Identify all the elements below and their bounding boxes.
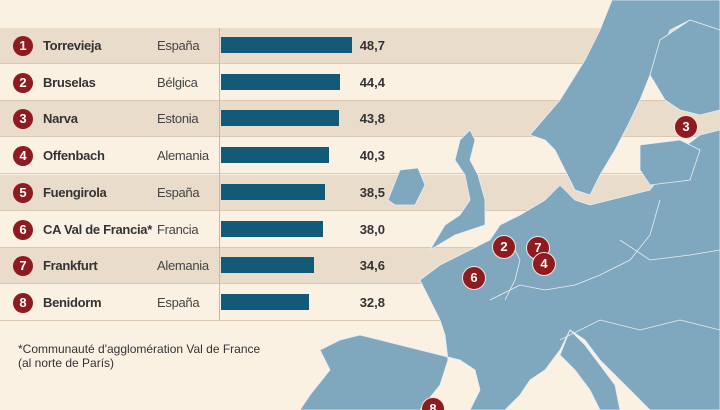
value-label: 38,5 [359, 184, 385, 200]
country-label: Francia [157, 221, 199, 237]
bar [221, 110, 339, 127]
city-label: Benidorm [43, 294, 102, 310]
footnote-line-2: (al norte de París) [18, 356, 115, 370]
country-label: Estonia [157, 111, 199, 127]
table-row: 6 CA Val de Francia* Francia 38,0 [0, 212, 720, 248]
value-label: 32,8 [359, 294, 385, 310]
map-baltics [639, 139, 701, 186]
city-label: Offenbach [43, 148, 105, 164]
rank-badge: 8 [13, 292, 33, 313]
table-row: 8 Benidorm España 32,8 [0, 285, 720, 321]
country-label: España [157, 38, 200, 53]
map-marker-3: 3 [674, 115, 698, 139]
city-label: Torrevieja [43, 38, 102, 53]
country-label: Alemania [157, 258, 209, 274]
country-label: España [157, 294, 200, 310]
map-ireland [387, 167, 426, 206]
rank-badge: 5 [13, 182, 33, 203]
table-row: 4 Offenbach Alemania 40,3 [0, 138, 720, 175]
bar-axis-line [219, 28, 220, 320]
country-label: Alemania [157, 148, 209, 164]
footnote-line-1: *Communauté d'agglomération Val de Franc… [18, 342, 261, 356]
value-label: 44,4 [359, 74, 385, 90]
bar [221, 293, 310, 310]
city-label: Fuengirola [43, 184, 107, 200]
map-marker-6: 6 [462, 266, 486, 290]
city-label: Frankfurt [43, 258, 98, 274]
map-finland [649, 19, 720, 116]
bar [221, 147, 330, 164]
rank-badge: 4 [13, 146, 33, 167]
city-label: Bruselas [43, 74, 96, 90]
bar [221, 220, 324, 237]
value-label: 38,0 [359, 221, 385, 237]
city-label: CA Val de Francia* [43, 221, 152, 237]
rank-badge: 1 [13, 36, 33, 56]
footnote: *Communauté d'agglomération Val de Franc… [18, 342, 260, 370]
map-marker-2: 2 [492, 235, 516, 259]
bar [221, 183, 325, 200]
city-label: Narva [43, 111, 78, 127]
rank-badge: 2 [13, 72, 33, 93]
map-marker-4: 4 [532, 252, 556, 276]
country-label: España [157, 184, 200, 200]
bar [221, 257, 315, 274]
map-continent [299, 129, 720, 410]
table-row: 2 Bruselas Bélgica 44,4 [0, 65, 720, 101]
value-label: 34,6 [359, 258, 385, 274]
rank-badge: 3 [13, 109, 33, 130]
bar [221, 73, 341, 90]
value-label: 48,7 [359, 38, 385, 53]
value-label: 40,3 [359, 148, 385, 164]
rank-badge: 6 [13, 219, 33, 240]
country-label: Bélgica [157, 74, 198, 90]
rank-badge: 7 [13, 256, 33, 277]
bar [221, 37, 352, 53]
map-great-britain [429, 129, 486, 251]
value-label: 43,8 [359, 111, 385, 127]
map-italy [559, 329, 621, 410]
